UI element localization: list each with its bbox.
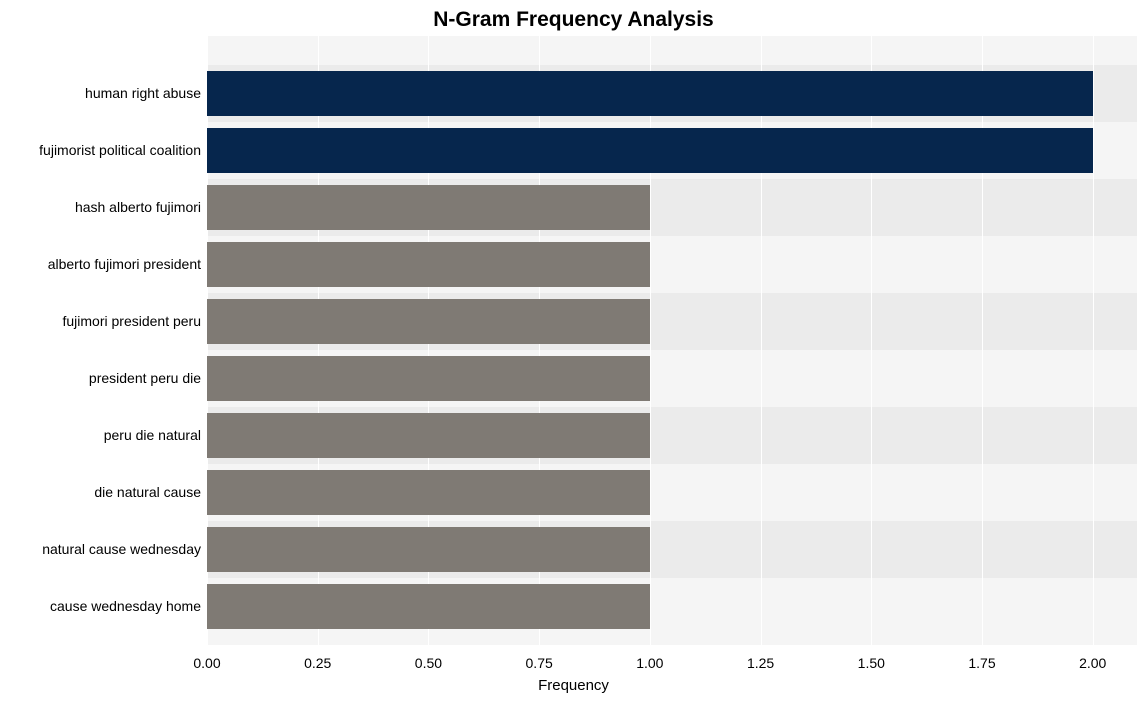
x-tick-label: 2.00: [1079, 655, 1106, 671]
x-tick-label: 1.25: [747, 655, 774, 671]
plot-area: [207, 36, 1137, 645]
y-tick-label: peru die natural: [104, 428, 201, 442]
x-tick-label: 0.50: [415, 655, 442, 671]
chart-title: N-Gram Frequency Analysis: [0, 8, 1147, 32]
y-tick-label: alberto fujimori president: [48, 257, 201, 271]
y-tick-label: president peru die: [89, 371, 201, 385]
x-tick-label: 1.50: [858, 655, 885, 671]
bar: [207, 584, 650, 629]
y-tick-label: fujimorist political coalition: [39, 143, 201, 157]
y-tick-label: fujimori president peru: [62, 314, 201, 328]
x-axis-label: Frequency: [0, 677, 1147, 694]
x-tick-label: 0.75: [526, 655, 553, 671]
x-tick-label: 1.75: [968, 655, 995, 671]
x-tick-label: 1.00: [636, 655, 663, 671]
bar: [207, 242, 650, 287]
x-tick-label: 0.25: [304, 655, 331, 671]
ngram-chart: N-Gram Frequency Analysis Frequency huma…: [0, 0, 1147, 701]
y-tick-label: hash alberto fujimori: [75, 200, 201, 214]
bar: [207, 470, 650, 515]
bar: [207, 128, 1093, 173]
bar: [207, 185, 650, 230]
y-tick-label: cause wednesday home: [50, 599, 201, 613]
y-tick-label: natural cause wednesday: [42, 542, 201, 556]
y-tick-label: die natural cause: [94, 485, 201, 499]
bar: [207, 413, 650, 458]
y-tick-label: human right abuse: [85, 86, 201, 100]
bar: [207, 356, 650, 401]
bar: [207, 527, 650, 572]
bar: [207, 299, 650, 344]
bar: [207, 71, 1093, 116]
x-tick-label: 0.00: [193, 655, 220, 671]
